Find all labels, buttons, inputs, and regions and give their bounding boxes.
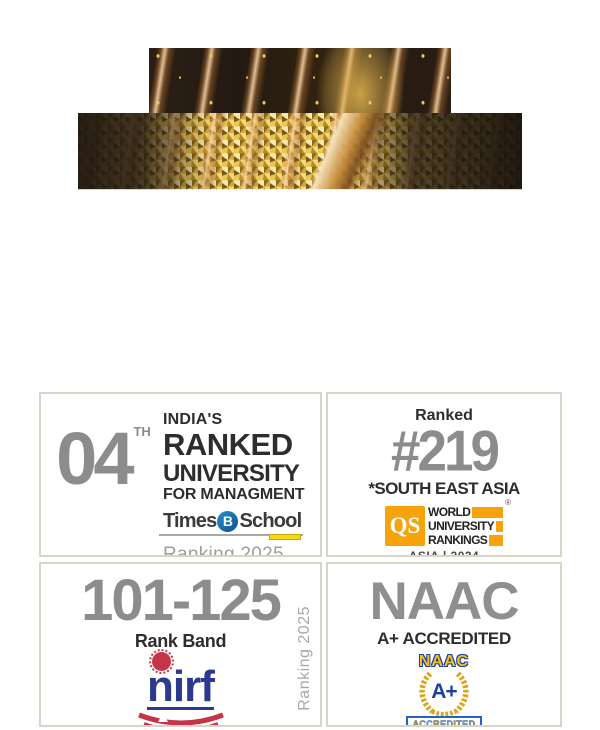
registered-mark: ® <box>505 498 511 507</box>
qs-logo-mark-icon: QS <box>385 506 425 546</box>
laurel-wreath-icon: A+ <box>416 670 472 717</box>
card-times-bschool: 04 TH INDIA'S RANKED UNIVERSITY FOR MANAG… <box>39 392 322 557</box>
times-line-for-managment: FOR MANAGMENT <box>163 485 305 503</box>
qs-ranked-label: Ranked <box>415 407 473 424</box>
nirf-ranking-year-vertical: Ranking 2025 <box>296 606 313 711</box>
qs-logo: QS WORLD UNIVERSITY RANKINGS ® <box>385 498 511 546</box>
times-rank-suffix: TH <box>133 424 151 439</box>
awards-grid: 04 TH INDIA'S RANKED UNIVERSITY FOR MANAG… <box>39 392 562 727</box>
times-ranking-year: Ranking 2025 <box>163 544 284 557</box>
naac-accredited-label: ACCREDITED <box>406 716 482 725</box>
qs-logo-university: UNIVERSITY <box>428 519 495 533</box>
times-logo-school: School <box>239 509 302 532</box>
hero-title: HIGHER EDUCATION <box>0 48 600 189</box>
qs-logo-row-world: WORLD <box>428 506 503 518</box>
qs-orange-bar <box>489 534 503 546</box>
naac-grade: A+ <box>431 679 457 703</box>
qs-logo-wordmark: WORLD UNIVERSITY RANKINGS <box>428 506 503 546</box>
times-text-block: INDIA'S RANKED UNIVERSITY FOR MANAGMENT … <box>159 394 305 557</box>
naac-subtitle: A+ ACCREDITED <box>377 629 511 648</box>
qs-orange-bar <box>472 506 503 518</box>
card-nirf: 101-125 Rank Band nirf Ranking 2025 <box>39 562 322 727</box>
nirf-sun-icon <box>148 649 174 674</box>
nirf-book-icon <box>137 712 224 725</box>
times-rank-number: 04 TH <box>41 422 163 496</box>
qs-region-label: *SOUTH EAST ASIA <box>368 479 520 498</box>
nirf-logo: nirf <box>131 649 231 725</box>
times-line-indias: INDIA'S <box>163 411 223 428</box>
times-bschool-logo: Times B School <box>159 508 303 541</box>
naac-title: NAAC <box>369 572 519 631</box>
qs-logo-row-rankings: RANKINGS <box>428 534 503 546</box>
times-logo-times: Times <box>163 509 217 532</box>
card-qs-ranking: Ranked #219 *SOUTH EAST ASIA QS WORLD UN… <box>326 392 562 557</box>
nirf-rank-band-value: 101-125 <box>81 568 282 633</box>
times-logo-yellow-tag <box>269 534 301 541</box>
qs-orange-bar <box>496 520 503 532</box>
times-line-university: UNIVERSITY <box>163 459 300 487</box>
times-b-emblem-icon: B <box>217 510 239 532</box>
qs-edition-label: ASIA | 2024 <box>408 549 480 557</box>
naac-badge-wordmark: NAAC <box>418 653 470 670</box>
qs-rank-value: #219 <box>391 419 500 484</box>
nirf-wordmark: nirf <box>147 662 215 711</box>
card-naac: NAAC A+ ACCREDITED NAAC A+ ACCREDITED <box>326 562 562 727</box>
naac-badge: NAAC A+ ACCREDITED <box>406 653 482 725</box>
qs-logo-world: WORLD <box>428 505 471 519</box>
laurel-wreath-svg <box>419 671 469 717</box>
times-line-ranked: RANKED <box>163 427 293 462</box>
nirf-rank-band-label: Rank Band <box>134 631 227 651</box>
times-rank-value: 04 <box>56 417 134 500</box>
qs-logo-row-university: UNIVERSITY <box>428 520 503 532</box>
nirf-arrow-icon <box>157 713 168 723</box>
hero-word-education: EDUCATION <box>78 112 522 189</box>
times-logo-rule <box>159 534 303 537</box>
hero-title-row2: EDUCATION <box>0 112 600 189</box>
qs-logo-rankings: RANKINGS <box>428 533 488 547</box>
